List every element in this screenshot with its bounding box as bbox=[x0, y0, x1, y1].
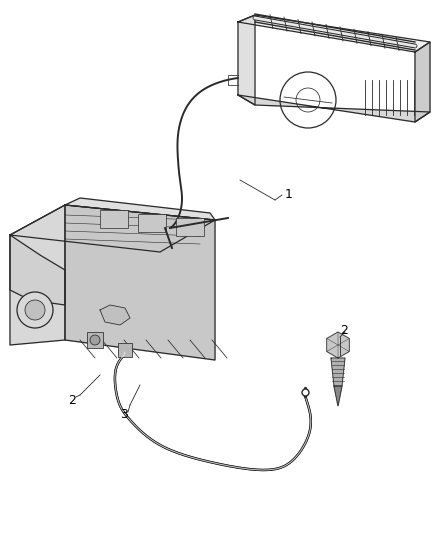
Bar bbox=[100, 210, 128, 228]
Bar bbox=[176, 218, 204, 236]
Polygon shape bbox=[327, 332, 349, 358]
Polygon shape bbox=[10, 235, 65, 305]
Polygon shape bbox=[65, 205, 215, 360]
Circle shape bbox=[90, 335, 100, 345]
Polygon shape bbox=[10, 205, 65, 345]
Text: 3: 3 bbox=[120, 408, 128, 422]
Circle shape bbox=[17, 292, 53, 328]
Text: 2: 2 bbox=[340, 324, 348, 336]
Polygon shape bbox=[100, 305, 130, 325]
Polygon shape bbox=[334, 386, 342, 406]
Polygon shape bbox=[238, 95, 430, 122]
Text: 2: 2 bbox=[68, 393, 76, 407]
Polygon shape bbox=[238, 15, 255, 105]
Circle shape bbox=[25, 300, 45, 320]
Bar bbox=[118, 343, 132, 357]
Polygon shape bbox=[331, 358, 345, 386]
Text: 1: 1 bbox=[285, 189, 293, 201]
Bar bbox=[138, 214, 166, 232]
Polygon shape bbox=[10, 205, 215, 252]
Bar bbox=[87, 332, 103, 348]
Polygon shape bbox=[238, 15, 430, 52]
Polygon shape bbox=[65, 198, 215, 220]
Polygon shape bbox=[415, 42, 430, 122]
